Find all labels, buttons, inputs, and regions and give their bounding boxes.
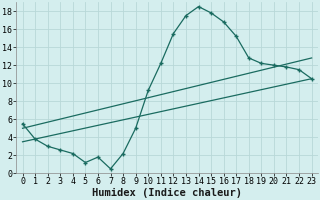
X-axis label: Humidex (Indice chaleur): Humidex (Indice chaleur): [92, 188, 242, 198]
